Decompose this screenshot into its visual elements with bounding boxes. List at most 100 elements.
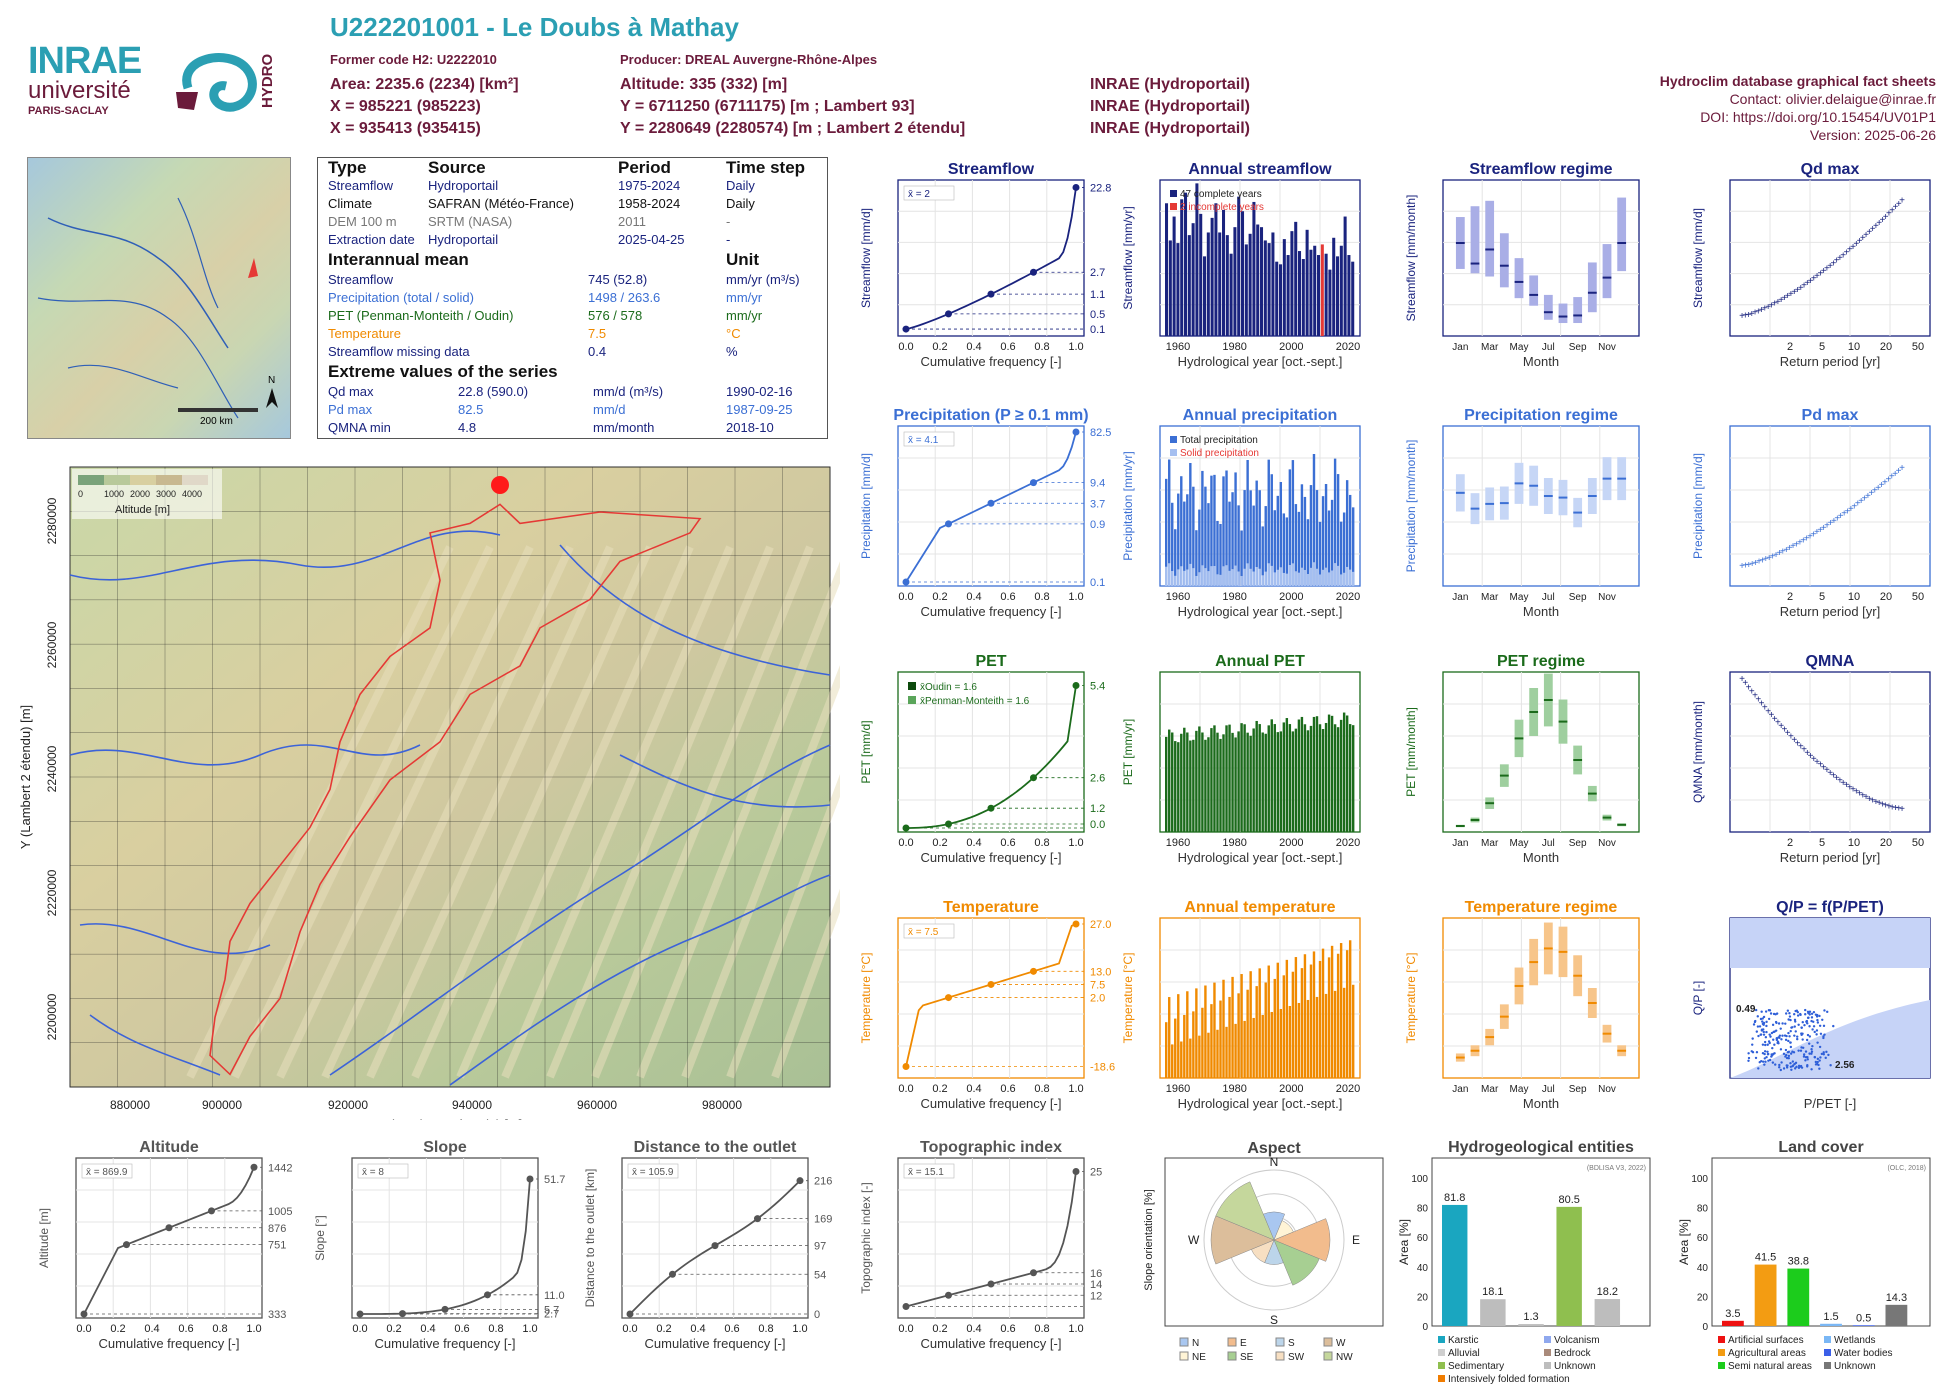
- bar: [1295, 729, 1297, 832]
- right-tick: 1442: [268, 1162, 292, 1174]
- mean-value: 576 / 578: [588, 308, 642, 323]
- y-axis-label: QMNA [mm/month]: [1691, 701, 1705, 803]
- bar: [1189, 741, 1191, 832]
- bar: [1249, 971, 1251, 1078]
- data-point: +: [1863, 792, 1869, 803]
- legend-label: x̄Penman-Monteith = 1.6: [920, 696, 1030, 707]
- x-tick: 0.4: [966, 591, 981, 603]
- data-point: [1790, 1026, 1792, 1028]
- data-label: 41.5: [1755, 1252, 1776, 1264]
- right-tick: 54: [814, 1269, 826, 1281]
- x-tick: 0.8: [1034, 591, 1049, 603]
- data-point: +: [1824, 765, 1830, 776]
- data-point: [1764, 1041, 1766, 1043]
- bar: [1313, 246, 1316, 336]
- data-point: [1751, 1050, 1753, 1052]
- data-point: +: [1804, 533, 1810, 544]
- box: [1529, 275, 1538, 305]
- box: [1603, 457, 1612, 500]
- bar: [1222, 210, 1225, 336]
- data-point: [1814, 1056, 1816, 1058]
- cdf-line: [630, 1181, 800, 1314]
- data-point: +: [1865, 491, 1871, 502]
- bar: [1168, 730, 1170, 832]
- data-point: [1780, 1038, 1782, 1040]
- bar: [1289, 724, 1291, 832]
- y-lambert93: Y = 6711250 (6711175) [m ; Lambert 93]: [620, 98, 915, 116]
- legend-swatch: [78, 475, 104, 485]
- data-point: [1804, 1009, 1806, 1011]
- bar-solid: [1168, 563, 1170, 586]
- data-point: +: [1753, 558, 1759, 569]
- y-axis-label: Precipitation [mm/d]: [1691, 453, 1705, 559]
- box: [1500, 487, 1509, 520]
- bar: [1234, 472, 1236, 586]
- x-tick: 0.2: [386, 1323, 401, 1335]
- data-point: [1785, 1054, 1787, 1056]
- box: [1544, 295, 1553, 320]
- data-point: [1788, 1051, 1790, 1053]
- data-point: +: [1837, 775, 1843, 786]
- data-point: +: [1886, 209, 1892, 220]
- data-point: [1761, 1020, 1763, 1022]
- box: [1500, 764, 1509, 787]
- step-cell: Daily: [726, 196, 755, 211]
- legend-label: Semi natural areas: [1728, 1361, 1812, 1372]
- bar: [1210, 476, 1212, 586]
- data-point: [1826, 1011, 1828, 1013]
- data-point: [1789, 1062, 1791, 1064]
- mean-box: [358, 1164, 408, 1178]
- bar: [1283, 975, 1285, 1078]
- data-point: [1769, 1009, 1771, 1011]
- table-header: Source: [428, 158, 486, 178]
- bar: [1319, 724, 1321, 832]
- data-point: +: [1831, 516, 1837, 527]
- chart-title: Q/P = f(P/PET): [1776, 899, 1884, 916]
- data-point: [1761, 1029, 1763, 1031]
- bar-solid: [1352, 572, 1354, 586]
- data-point: [1790, 1052, 1792, 1054]
- data-point: +: [1807, 531, 1813, 542]
- data-point: +: [1755, 695, 1761, 706]
- data-point: [1760, 1018, 1762, 1020]
- right-tick: 27.0: [1090, 919, 1111, 931]
- bar-solid: [1268, 563, 1270, 586]
- box: [1529, 939, 1538, 985]
- legend-swatch: [1276, 1352, 1284, 1360]
- y-tick: 60: [1417, 1233, 1429, 1244]
- data-point: +: [1759, 305, 1765, 316]
- legend-swatch: [1276, 1338, 1284, 1346]
- extreme-value: 22.8 (590.0): [458, 384, 528, 399]
- chart-pet: PETCumulative frequency [-]PET [mm/d]0.0…: [859, 653, 1105, 865]
- data-point: [1794, 1067, 1796, 1069]
- legend-label: N: [1192, 1338, 1199, 1349]
- chart-title: Streamflow regime: [1469, 161, 1612, 178]
- x-tick: 0.4: [966, 341, 981, 353]
- bar: [1283, 722, 1285, 832]
- data-point: [1760, 1033, 1762, 1035]
- bar-solid: [1222, 566, 1224, 586]
- data-point: [1776, 1042, 1778, 1044]
- mean-label: Streamflow missing data: [328, 344, 470, 359]
- section-title: Unit: [726, 250, 759, 270]
- chart-streamflow_regime: Streamflow regimeMonthStreamflow [mm/mon…: [1404, 161, 1639, 369]
- bar: [1287, 255, 1290, 336]
- outlet-point: [491, 476, 509, 494]
- right-tick: 9.4: [1090, 478, 1105, 490]
- aspect-wedge: [1274, 1219, 1330, 1262]
- data-point: [1795, 1030, 1797, 1032]
- data-point: +: [1844, 248, 1850, 259]
- data-label: 1.5: [1823, 1311, 1838, 1323]
- data-point: [1790, 1066, 1792, 1068]
- data-label: 14.3: [1886, 1292, 1907, 1304]
- data-point: +: [1824, 264, 1830, 275]
- y-axis-label: Precipitation [mm/yr]: [1121, 451, 1135, 560]
- x-tick: Jul: [1542, 342, 1555, 353]
- x-tick: Sep: [1569, 838, 1587, 849]
- data-point: +: [1746, 682, 1752, 693]
- quantile-marker: [945, 520, 952, 527]
- plot-frame: [1730, 426, 1930, 586]
- data-point: [1811, 1016, 1813, 1018]
- y-tick: 2280000: [45, 497, 59, 544]
- cdf-line: [906, 432, 1076, 582]
